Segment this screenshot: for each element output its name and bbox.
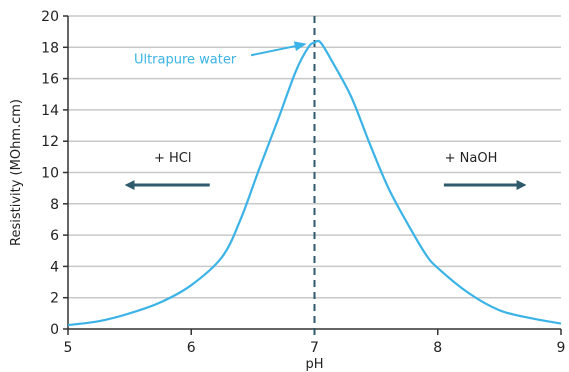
tick-labels: 0 2 4 6 8 10 12 14 16 18 20 5 6 7 8 9 xyxy=(41,9,565,356)
x-tick-label: 8 xyxy=(433,340,442,356)
x-tick-label: 7 xyxy=(310,340,319,356)
y-tick-label: 2 xyxy=(50,291,59,307)
y-tick-label: 0 xyxy=(50,322,59,338)
y-tick-label: 16 xyxy=(41,72,59,88)
x-axis-title: pH xyxy=(305,357,323,372)
y-tick-label: 10 xyxy=(41,166,59,182)
series-line-resistivity xyxy=(67,39,562,327)
y-tick-label: 14 xyxy=(41,103,59,119)
annotation-label: + NaOH xyxy=(445,151,498,166)
y-tick-label: 8 xyxy=(50,197,59,213)
series-layer xyxy=(67,39,562,327)
annotation-arrow xyxy=(250,41,307,57)
y-axis-title: Resistivity (MOhm.cm) xyxy=(9,99,24,246)
y-tick-label: 6 xyxy=(50,228,59,244)
y-tick-label: 18 xyxy=(41,40,59,56)
x-tick-label: 5 xyxy=(64,340,73,356)
y-tick-label: 4 xyxy=(50,259,59,275)
x-tick-label: 6 xyxy=(187,340,196,356)
annotation-label: Ultrapure water xyxy=(134,52,237,67)
y-tick-label: 12 xyxy=(41,134,59,150)
y-tick-label: 20 xyxy=(41,9,59,25)
x-tick-label: 9 xyxy=(557,340,566,356)
annotations: Ultrapure water + HCl + NaOH xyxy=(124,41,527,191)
annotation-label: + HCl xyxy=(154,151,192,166)
